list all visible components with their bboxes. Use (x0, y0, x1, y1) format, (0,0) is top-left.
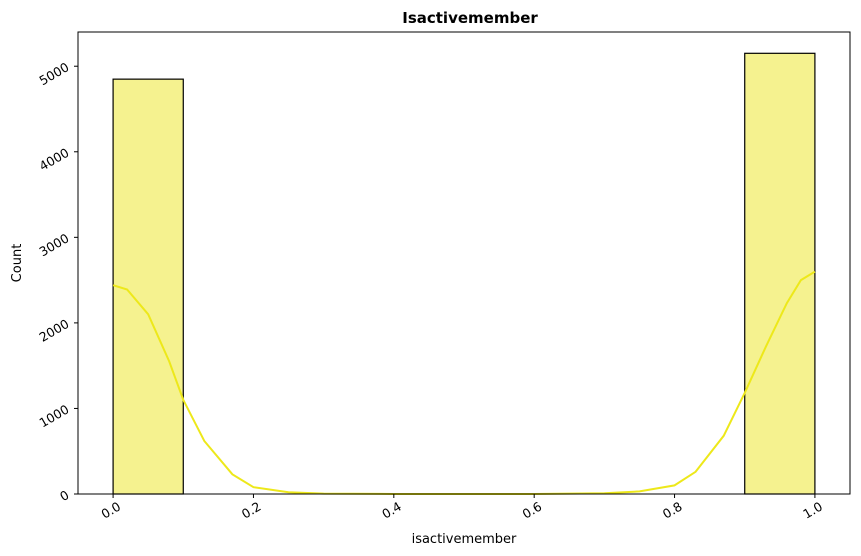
x-tick-label: 0.8 (660, 499, 685, 522)
x-axis-label: isactivemember (412, 532, 517, 547)
y-tick-label: 5000 (36, 59, 71, 88)
y-tick-label: 3000 (36, 230, 71, 259)
bars-layer (112, 52, 816, 495)
chart-title: Isactivemember (402, 9, 538, 27)
kde-line (112, 270, 816, 495)
x-tick-label: 1.0 (800, 499, 825, 522)
x-axis: 0.0 0.2 0.4 0.6 0.8 1.0 (98, 494, 825, 522)
x-tick-label: 0.2 (239, 499, 264, 522)
y-tick-label: 0 (57, 487, 71, 504)
x-tick-label: 0.6 (520, 499, 545, 522)
y-axis-label: Count (10, 244, 25, 283)
histogram-bar (112, 78, 184, 495)
histogram-bar (744, 52, 816, 495)
y-tick-label: 2000 (36, 316, 71, 345)
plot-frame (77, 31, 851, 495)
y-axis: 0 1000 2000 3000 4000 5000 (36, 59, 78, 504)
y-tick-label: 1000 (36, 401, 71, 430)
y-tick-label: 4000 (36, 145, 71, 174)
x-tick-label: 0.0 (98, 499, 123, 522)
x-tick-label: 0.4 (379, 499, 404, 522)
